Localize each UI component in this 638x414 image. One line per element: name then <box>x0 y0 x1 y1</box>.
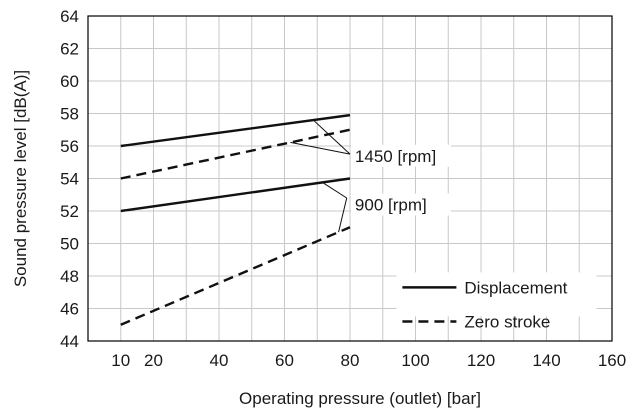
y-tick-label: 58 <box>60 105 79 124</box>
y-tick-label: 52 <box>60 202 79 221</box>
y-tick-label: 54 <box>60 170 79 189</box>
y-tick-label: 50 <box>60 235 79 254</box>
y-tick-label: 48 <box>60 267 79 286</box>
series-line-900-displacement <box>120 177 351 213</box>
y-tick-label: 56 <box>60 137 79 156</box>
y-tick-label: 64 <box>60 7 79 26</box>
annotation-leaders <box>290 119 351 233</box>
legend-background <box>396 272 597 317</box>
y-tick-label: 44 <box>60 332 79 351</box>
annotation-900-background <box>350 193 451 216</box>
x-tick-label: 60 <box>275 351 294 370</box>
annotation-leader-line <box>290 141 351 155</box>
y-tick-labels: 44 46 48 50 52 54 56 58 60 62 64 <box>60 7 79 351</box>
series-line-900-zero-stroke <box>120 226 351 326</box>
x-tick-label: 140 <box>532 351 560 370</box>
series-line-1450-displacement <box>120 113 351 148</box>
annotation-leader-line <box>312 119 351 155</box>
x-tick-label: 160 <box>598 351 626 370</box>
y-tick-label: 60 <box>60 72 79 91</box>
y-tick-label: 62 <box>60 40 79 59</box>
annotation-1450-background <box>350 144 451 167</box>
x-tick-label: 100 <box>401 351 429 370</box>
annotation-900-rpm: 900 [rpm] <box>355 196 427 215</box>
series-line-1450-zero-stroke <box>120 128 351 180</box>
x-tick-label: 10 <box>111 351 130 370</box>
annotation-leader-line <box>322 181 347 199</box>
legend-label-displacement: Displacement <box>464 278 567 297</box>
x-tick-labels: 10 20 40 60 80 100 120 140 160 <box>111 351 626 370</box>
plot-frame <box>87 15 613 342</box>
y-axis-title: Sound pressure level [dB(A)] <box>11 70 30 287</box>
y-tick-label: 46 <box>60 300 79 319</box>
x-tick-label: 80 <box>341 351 360 370</box>
legend: Displacement Zero stroke <box>396 272 597 332</box>
annotation-1450-rpm: 1450 [rpm] <box>355 147 436 166</box>
x-axis-title: Operating pressure (outlet) [bar] <box>239 389 481 408</box>
x-tick-label: 20 <box>144 351 163 370</box>
x-tick-label: 120 <box>467 351 495 370</box>
annotation-leader-line <box>338 197 348 233</box>
series-layer <box>120 113 351 326</box>
x-tick-label: 40 <box>210 351 229 370</box>
legend-label-zero-stroke: Zero stroke <box>464 313 550 332</box>
